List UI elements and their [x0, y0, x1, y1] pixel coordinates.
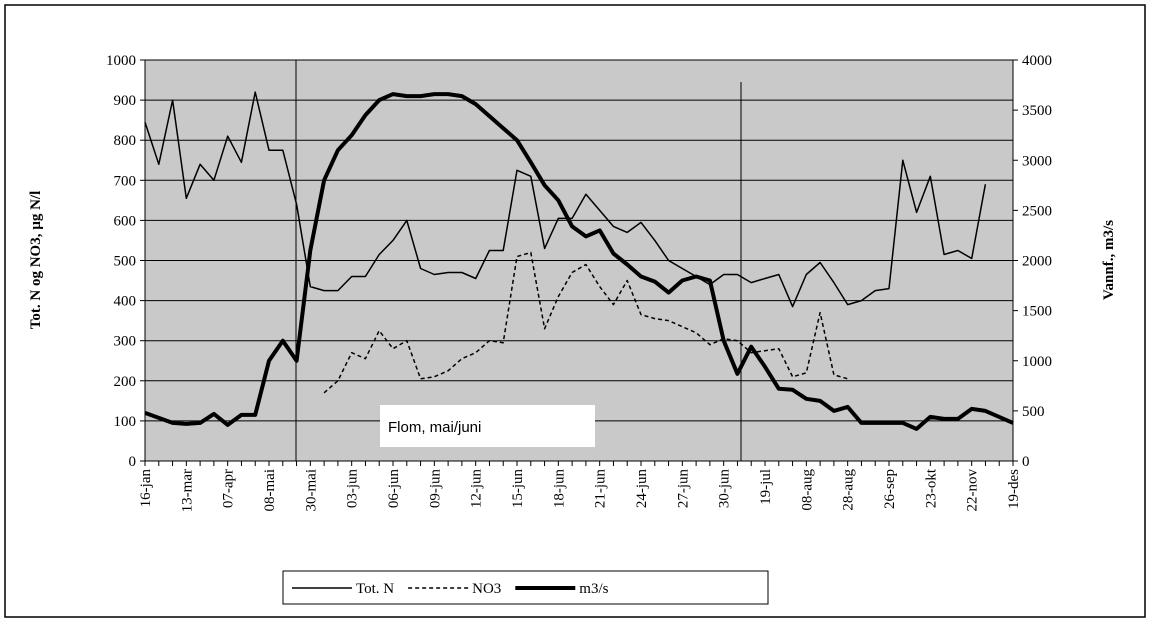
x-tick-label: 03-jun — [345, 469, 361, 509]
x-tick-label: 19-jul — [758, 469, 774, 505]
y2-tick-label: 4000 — [1022, 53, 1052, 69]
legend-label: Tot. N — [356, 581, 394, 597]
series-line — [144, 91, 987, 308]
y2-tick-label: 1000 — [1022, 354, 1052, 370]
x-tick-label: 08-mai — [262, 469, 278, 512]
y-axis-title: Tot. N og NO3, µg N/l — [28, 191, 44, 330]
y-tick-label: 100 — [114, 414, 137, 430]
x-tick-label: 12-jun — [469, 469, 485, 509]
y2-tick-label: 3500 — [1022, 103, 1052, 119]
y2-tick-label: 3000 — [1022, 153, 1052, 169]
y-tick-label: 0 — [129, 454, 137, 470]
annotation-box — [380, 405, 595, 447]
x-tick-label: 22-nov — [965, 469, 981, 512]
x-tick-label: 19-des — [1006, 469, 1022, 509]
y-tick-label: 600 — [114, 213, 137, 229]
x-tick-label: 16-jan — [138, 469, 154, 508]
x-tick-label: 26-sep — [882, 469, 898, 509]
y2-tick-label: 1500 — [1022, 304, 1052, 320]
legend-label: m3/s — [579, 581, 608, 597]
y2-tick-label: 2500 — [1022, 203, 1052, 219]
x-tick-label: 21-jun — [593, 469, 609, 509]
annotation: Flom, mai/juni — [388, 419, 481, 436]
y-tick-label: 500 — [114, 254, 137, 270]
series-line — [323, 251, 848, 394]
y-tick-label: 800 — [114, 133, 137, 149]
y-tick-label: 300 — [114, 334, 137, 350]
x-tick-label: 28-aug — [841, 469, 857, 511]
x-tick-label: 30-mai — [303, 469, 319, 512]
x-tick-label: 24-jun — [634, 469, 650, 509]
series-line — [144, 92, 1014, 431]
x-tick-label: 15-jun — [510, 469, 526, 509]
y-tick-label: 1000 — [106, 53, 136, 69]
x-tick-label: 07-apr — [221, 469, 237, 508]
x-tick-label: 06-jun — [386, 469, 402, 509]
y-tick-label: 200 — [114, 374, 137, 390]
x-tick-label: 30-jun — [717, 469, 733, 509]
y2-axis-title: Vannf., m3/s — [1101, 220, 1117, 300]
y-tick-label: 700 — [114, 173, 137, 189]
y2-tick-label: 2000 — [1022, 254, 1052, 270]
y2-tick-label: 0 — [1022, 454, 1030, 470]
x-tick-label: 18-jun — [551, 469, 567, 509]
x-tick-label: 08-aug — [799, 469, 815, 511]
legend-label: NO3 — [472, 581, 501, 597]
y-tick-label: 900 — [114, 93, 137, 109]
x-tick-label: 09-jun — [427, 469, 443, 509]
y2-tick-label: 500 — [1022, 404, 1045, 420]
x-tick-label: 23-okt — [923, 468, 939, 508]
x-tick-label: 13-mar — [179, 469, 195, 512]
y-tick-label: 400 — [114, 294, 137, 310]
x-tick-label: 27-jun — [675, 469, 691, 509]
